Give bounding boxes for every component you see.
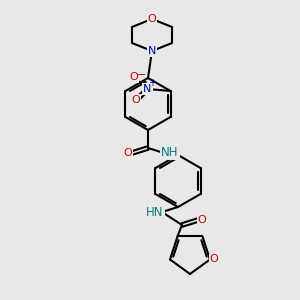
- Text: HN: HN: [146, 206, 164, 218]
- Text: NH: NH: [161, 146, 179, 160]
- Text: +: +: [148, 78, 157, 88]
- Text: −: −: [137, 70, 146, 80]
- Text: N: N: [143, 84, 152, 94]
- Text: O: O: [131, 95, 140, 105]
- Text: O: O: [129, 72, 138, 82]
- Text: O: O: [124, 148, 132, 158]
- Text: O: O: [198, 215, 206, 225]
- Text: O: O: [148, 14, 156, 24]
- Text: O: O: [210, 254, 218, 265]
- Text: N: N: [148, 46, 156, 56]
